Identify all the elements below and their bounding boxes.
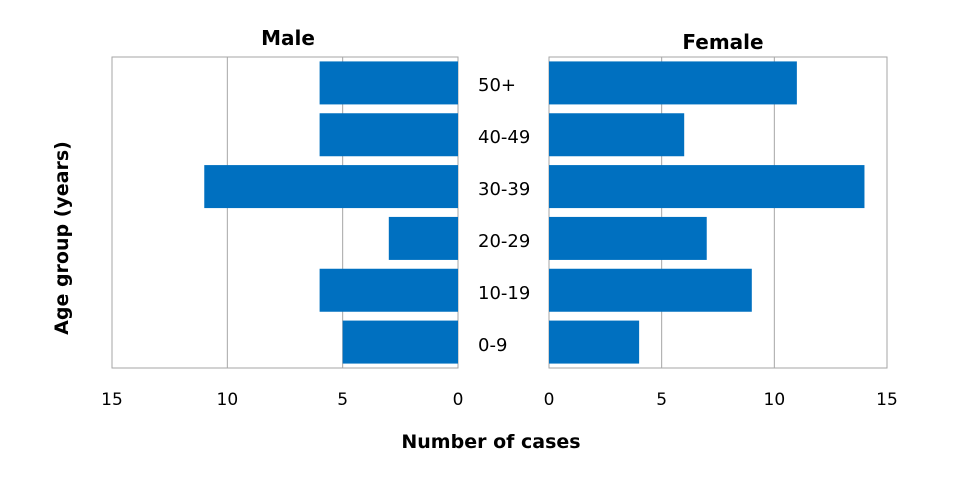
male-panel: 15 10 5 0 — [101, 56, 464, 410]
category-label: 30-39 — [478, 179, 530, 200]
category-label: 40-49 — [478, 127, 530, 148]
x-tick-label: 5 — [337, 390, 348, 410]
bar-male-20-29 — [388, 216, 458, 260]
bar-female-0-9 — [549, 320, 640, 364]
bar-male-10-19 — [319, 268, 458, 312]
female-panel: 0 5 10 15 — [544, 56, 898, 410]
category-labels: 50+ 40-49 30-39 20-29 10-19 0-9 — [478, 75, 530, 356]
bar-male-0-9 — [342, 320, 458, 364]
x-tick-label: 10 — [217, 390, 239, 410]
bar-male-50+ — [319, 61, 458, 105]
bar-female-40-49 — [549, 113, 685, 157]
x-tick-label: 15 — [101, 390, 123, 410]
bar-male-40-49 — [319, 113, 458, 157]
category-label: 0-9 — [478, 335, 507, 356]
x-axis-title: Number of cases — [401, 431, 580, 453]
category-label: 20-29 — [478, 231, 530, 252]
category-label: 10-19 — [478, 283, 530, 304]
x-tick-label: 0 — [544, 390, 555, 410]
bar-male-30-39 — [204, 165, 458, 209]
female-panel-title: Female — [682, 30, 763, 54]
bar-female-20-29 — [549, 216, 707, 260]
x-tick-label: 0 — [453, 390, 464, 410]
male-panel-title: Male — [261, 26, 315, 50]
bar-female-50+ — [549, 61, 797, 105]
x-tick-label: 15 — [876, 390, 898, 410]
y-axis-title: Age group (years) — [51, 141, 73, 335]
category-label: 50+ — [478, 75, 516, 96]
bar-female-30-39 — [549, 165, 865, 209]
bar-female-10-19 — [549, 268, 752, 312]
x-tick-label: 10 — [764, 390, 786, 410]
x-tick-label: 5 — [656, 390, 667, 410]
